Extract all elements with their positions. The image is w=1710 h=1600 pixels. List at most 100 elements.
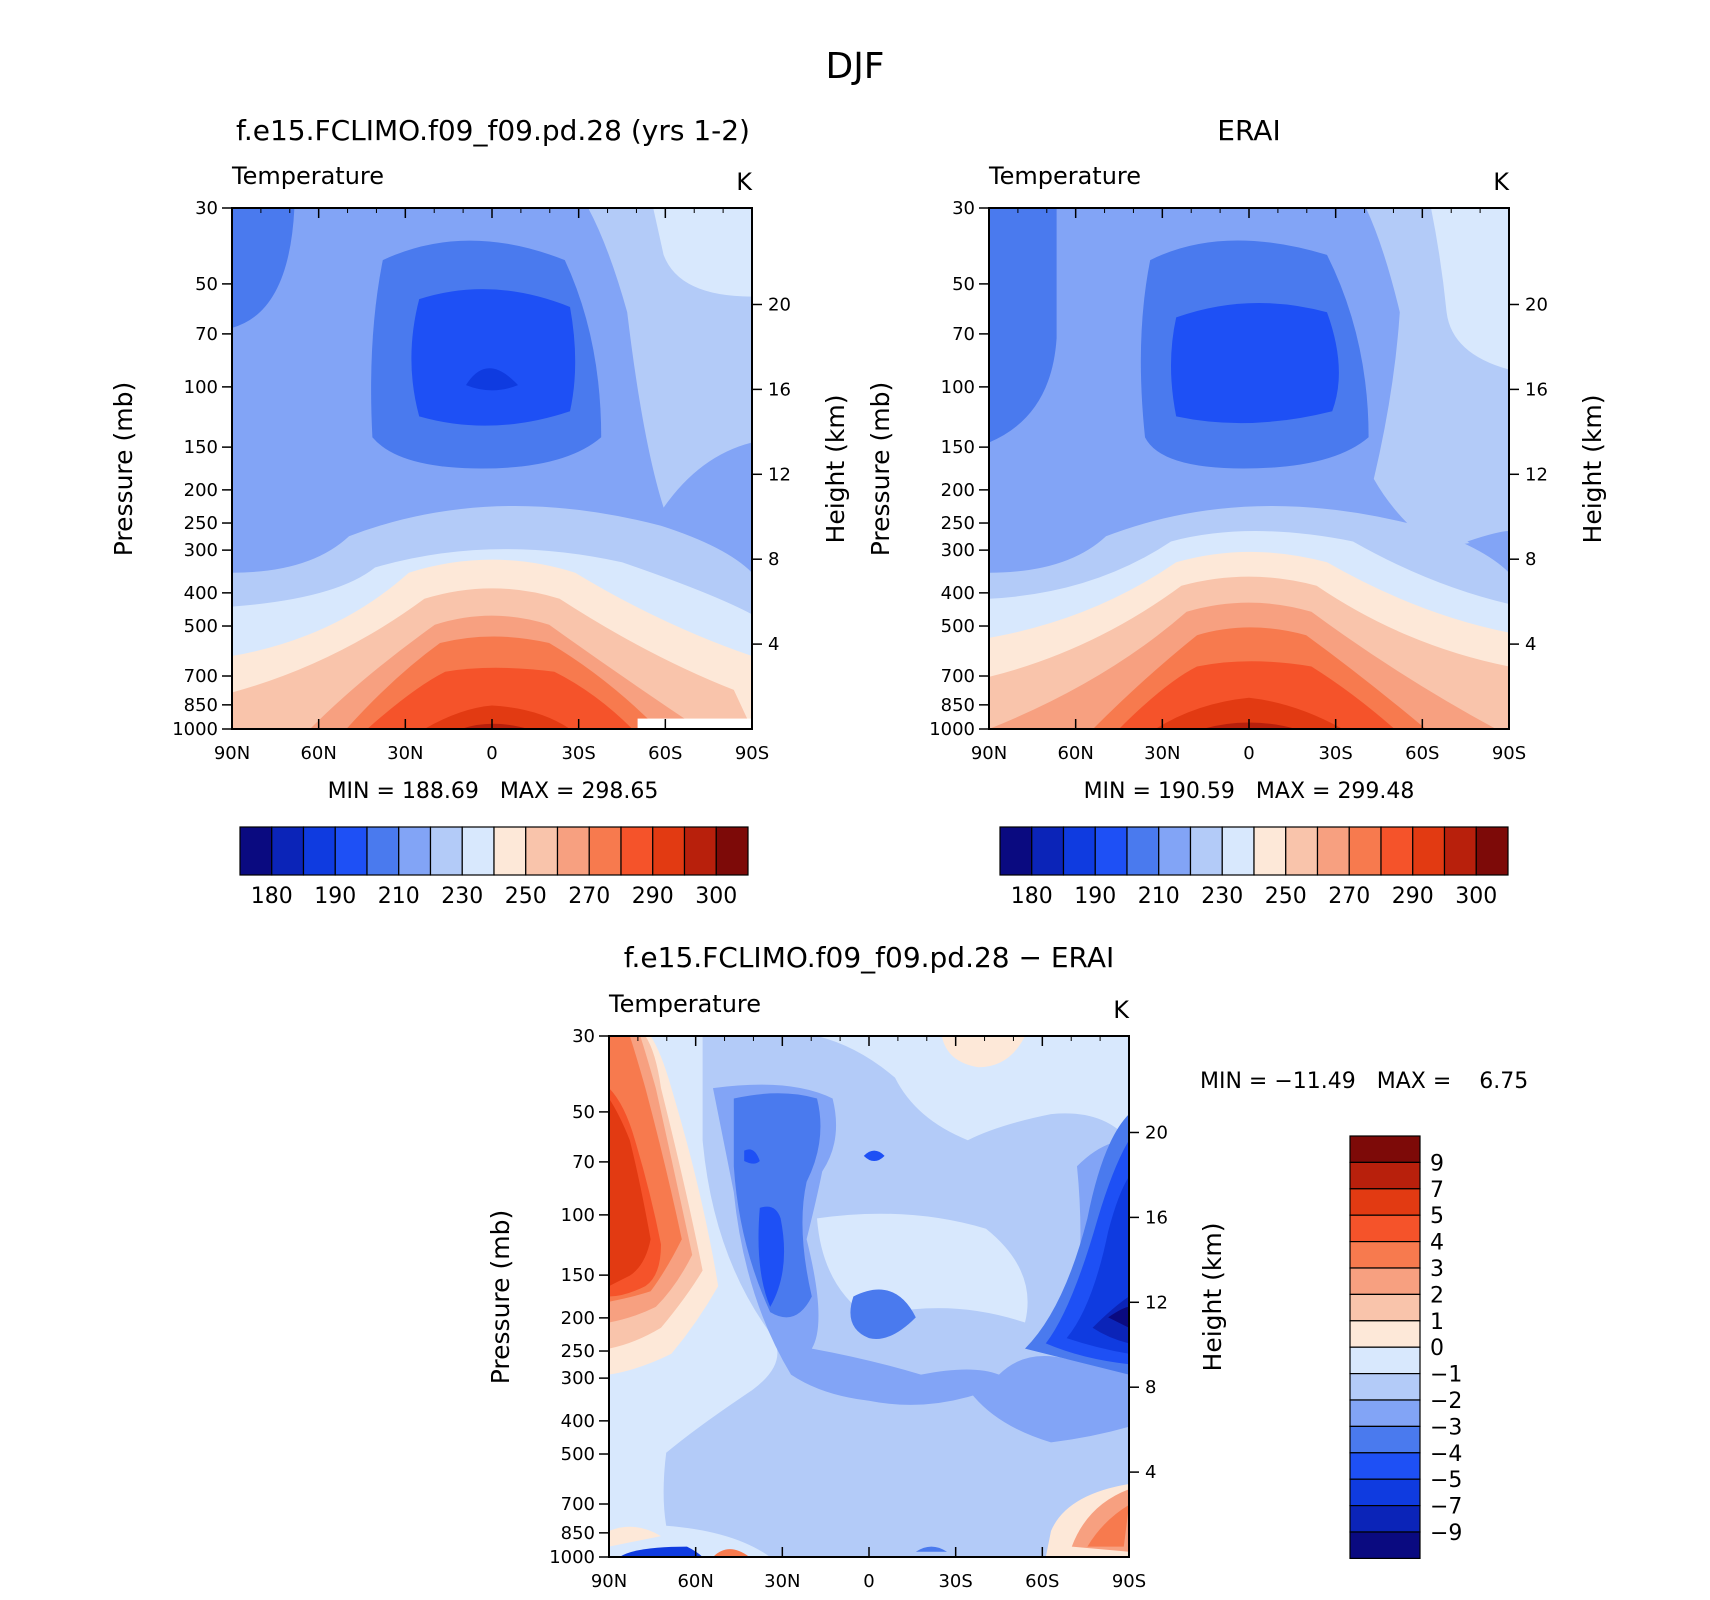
y-right-tick-label: 4 [1525,634,1536,655]
colorbar-tick-label: 180 [1011,884,1053,909]
panel-model-ylabel-right: Height (km) [821,395,850,544]
contour-model-l12 [367,667,633,729]
colorbar-swatch [1062,826,1096,876]
y-tick-label: 200 [184,480,218,501]
figure-title: DJF [825,46,884,87]
panel-erai-title: ERAI [1217,114,1280,147]
colorbar-tick-label: 250 [505,884,547,909]
y-tick-label: 400 [184,583,218,604]
colorbar-swatch [1126,826,1160,876]
x-tick-label: 30N [764,1571,800,1592]
x-tick-label: 0 [1243,743,1254,764]
colorbar-swatch [1221,826,1255,876]
colorbar-swatch [1158,826,1192,876]
colorbar-swatch [1349,1135,1421,1163]
y-right-tick-label: 20 [1525,294,1548,315]
panel-erai: ERAI Temperature K [866,114,1607,909]
y-tick-label: 1000 [549,1547,595,1568]
y-tick-label: 200 [941,480,975,501]
colorbar-tick-label: 4 [1430,1231,1444,1256]
y-tick-label: 70 [572,1152,595,1173]
y-tick-label: 1000 [929,719,975,740]
colorbar-erai: 180 190 210 230 250 270 290 300 [999,826,1509,909]
y-tick-label: 500 [184,616,218,637]
x-tick-label: 0 [863,1571,874,1592]
panel-model-contours [232,208,752,729]
contour-model-l4-nw [232,208,295,328]
contour-diff-minus5-c [863,1150,885,1162]
y-tick-label: 70 [195,324,218,345]
colorbar-tick-label: 230 [441,884,483,909]
colorbar-swatch [1412,826,1446,876]
contour-model-l3-core [411,289,576,426]
panel-diff-axes: 90N 60N 30N 0 30S 60S 90S 30 50 70 100 150 200 250 300… [549,1026,1168,1592]
contour-model-l2-core [466,368,518,391]
y-tick-label: 150 [561,1265,595,1286]
y-tick-label: 50 [195,274,218,295]
panel-diff: f.e15.FCLIMO.f09_f09.pd.28 − ERAI Temper… [486,941,1528,1592]
colorbar-swatch [493,826,527,876]
panel-erai-ylabel-right: Height (km) [1578,395,1607,544]
colorbar-swatch [1349,1399,1421,1427]
contour-model-l13 [424,705,570,729]
colorbar-swatch [366,826,400,876]
colorbar-swatch [1348,826,1382,876]
y-tick-label: 700 [941,666,975,687]
contour-diff-plus3-bottom [713,1549,750,1557]
panel-model-title: f.e15.FCLIMO.f09_f09.pd.28 (yrs 1-2) [236,114,750,147]
colorbar-swatch [1443,826,1477,876]
panel-model-variable: Temperature [231,162,384,190]
x-tick-label: 90N [591,1571,627,1592]
contour-diff-plus0-top [941,1036,1025,1068]
y-tick-label: 250 [561,1341,595,1362]
colorbar-swatch [1475,826,1509,876]
colorbar-tick-label: 7 [1430,1178,1444,1203]
x-tick-label: 30S [1318,743,1352,764]
contour-diff-plus0-bottom [609,1526,661,1547]
y-tick-label: 300 [184,540,218,561]
y-tick-label: 400 [561,1411,595,1432]
x-tick-label: 90N [214,743,250,764]
colorbar-tick-label: 270 [568,884,610,909]
colorbar-swatch [1380,826,1414,876]
colorbar-swatch [1349,1240,1421,1269]
panel-model: f.e15.FCLIMO.f09_f09.pd.28 (yrs 1-2) Tem… [109,114,850,909]
colorbar-swatch [239,826,273,876]
y-right-tick-label: 12 [1525,464,1548,485]
colorbar-tick-label: 190 [1074,884,1116,909]
y-tick-label: 1000 [172,719,218,740]
colorbar-tick-label: 190 [314,884,356,909]
y-tick-label: 500 [941,616,975,637]
colorbar-swatch [715,826,749,876]
contour-diff-plus5 [609,1098,651,1287]
y-tick-label: 150 [941,437,975,458]
x-tick-label: 60S [1405,743,1439,764]
x-tick-label: 90S [735,743,769,764]
y-tick-label: 400 [941,583,975,604]
colorbar-tick-label: 180 [251,884,293,909]
x-tick-label: 30N [387,743,423,764]
panel-diff-units: K [1113,996,1130,1024]
panel-diff-ylabel-right: Height (km) [1198,1223,1227,1372]
y-right-tick-label: 8 [1525,549,1536,570]
y-right-tick-label: 16 [768,379,791,400]
y-right-tick-label: 8 [1145,1377,1156,1398]
panel-model-axes: 90N 60N 30N 0 30S 60S 90S 30 50 70 100 150 200 250 300… [172,198,791,764]
y-right-tick-label: 20 [1145,1122,1168,1143]
colorbar-swatch [1349,1346,1421,1375]
colorbar-swatch [1349,1267,1421,1295]
x-tick-label: 60N [300,743,336,764]
colorbar-tick-label: 3 [1430,1257,1444,1282]
colorbar-tick-label: −1 [1430,1363,1462,1388]
colorbar-swatch [398,826,432,876]
colorbar-swatch [683,826,717,876]
panel-model-minmax: MIN = 188.69 MAX = 298.65 [328,779,659,804]
x-tick-label: 0 [486,743,497,764]
colorbar-tick-label: 2 [1430,1283,1444,1308]
y-right-tick-label: 20 [768,294,791,315]
y-tick-label: 850 [941,695,975,716]
contour-diff-minus4-bottom [915,1546,947,1552]
contour-erai-l7-se [1431,208,1509,370]
y-right-tick-label: 16 [1525,379,1548,400]
